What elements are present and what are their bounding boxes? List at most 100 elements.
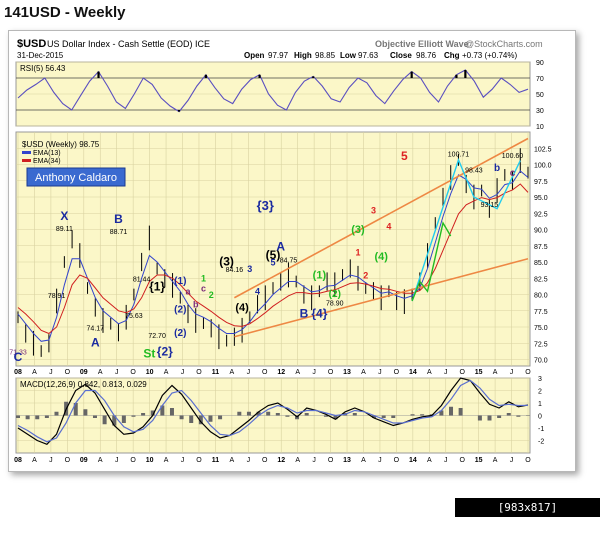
x-tick-label: A xyxy=(98,457,103,464)
low-label: Low xyxy=(340,51,357,60)
macd-y-tick: -1 xyxy=(538,426,544,433)
x-tick-label: A xyxy=(427,457,432,464)
wave-label: {1} xyxy=(149,280,165,294)
x-tick-label: 11 xyxy=(212,457,220,464)
wave-label: 84.75 xyxy=(280,258,298,265)
x-tick-label: O xyxy=(525,457,531,464)
wave-label: 3 xyxy=(247,264,252,274)
macd-histogram-bar xyxy=(391,416,395,419)
x-tick-label: J xyxy=(378,369,382,376)
macd-title: MACD(12,26,9) 0.842, 0.813, 0.029 xyxy=(20,380,147,389)
macd-histogram-bar xyxy=(26,416,30,420)
price-y-tick: 72.5 xyxy=(534,341,548,348)
wave-label: 4 xyxy=(386,222,391,232)
wave-label: {4} xyxy=(311,306,327,320)
x-tick-label: 09 xyxy=(80,457,88,464)
x-tick-label: J xyxy=(510,457,514,464)
x-tick-label: O xyxy=(328,457,334,464)
chart-date: 31-Dec-2015 xyxy=(17,51,64,60)
price-y-tick: 90.0 xyxy=(534,228,548,235)
high-label: High xyxy=(294,51,312,60)
macd-histogram-bar xyxy=(218,416,222,420)
x-tick-label: O xyxy=(196,457,202,464)
chg-value: +0.73 (+0.74%) xyxy=(462,51,517,60)
macd-histogram-bar xyxy=(45,416,49,419)
x-tick-label: 11 xyxy=(212,369,220,376)
x-tick-label: J xyxy=(115,369,119,376)
x-tick-label: A xyxy=(230,457,235,464)
x-tick-label: 13 xyxy=(343,369,351,376)
macd-histogram-bar xyxy=(93,416,97,419)
footer-url: [983x817] http://upic.me/ xyxy=(455,498,600,517)
low-value: 97.63 xyxy=(358,51,379,60)
x-tick-label: 08 xyxy=(14,369,22,376)
x-tick-label: J xyxy=(312,369,316,376)
price-y-tick: 80.0 xyxy=(534,293,548,300)
x-tick-label: 08 xyxy=(14,457,22,464)
price-y-tick: 100.0 xyxy=(534,163,552,170)
wave-label: {2} xyxy=(157,345,173,359)
wave-label: C xyxy=(14,350,23,364)
x-tick-label: 13 xyxy=(343,457,351,464)
x-tick-label: J xyxy=(115,457,119,464)
macd-histogram-bar xyxy=(285,416,289,417)
wave-label: 1 xyxy=(355,248,360,258)
wave-label: (4) xyxy=(235,302,249,314)
macd-histogram-bar xyxy=(497,416,501,419)
watermark-text: Objective Elliott Wave xyxy=(375,39,469,49)
price-y-tick: 95.0 xyxy=(534,195,548,202)
x-tick-label: O xyxy=(394,369,400,376)
x-tick-label: O xyxy=(262,369,268,376)
x-tick-label: A xyxy=(32,369,37,376)
x-tick-label: A xyxy=(427,369,432,376)
wave-label: 89.11 xyxy=(56,226,73,233)
macd-histogram-bar xyxy=(266,412,270,416)
open-value: 97.97 xyxy=(268,51,289,60)
chart-description: US Dollar Index - Cash Settle (EOD) ICE xyxy=(47,39,210,49)
macd-histogram-bar xyxy=(170,408,174,416)
x-tick-label: J xyxy=(510,369,514,376)
open-label: Open xyxy=(244,51,265,60)
macd-histogram-bar xyxy=(141,413,145,416)
wave-label: (2) xyxy=(174,305,186,316)
wave-label: 72.70 xyxy=(148,333,166,340)
wave-label: 78.91 xyxy=(48,293,66,300)
macd-y-tick: -2 xyxy=(538,439,544,446)
wave-label: 81.44 xyxy=(133,277,151,284)
macd-histogram-bar xyxy=(516,416,520,417)
x-tick-label: 14 xyxy=(409,457,417,464)
macd-histogram-bar xyxy=(35,416,39,420)
macd-histogram-bar xyxy=(83,409,87,415)
x-tick-label: O xyxy=(525,369,531,376)
macd-histogram-bar xyxy=(305,413,309,416)
rsi-y-tick: 70 xyxy=(536,76,544,83)
wave-label: 1 xyxy=(201,274,206,284)
x-tick-label: A xyxy=(493,457,498,464)
wave-label: b xyxy=(193,300,199,310)
wave-label: 84.16 xyxy=(226,267,244,274)
wave-label: b xyxy=(494,163,500,174)
price-y-tick: 87.5 xyxy=(534,244,548,251)
wave-label: (2) xyxy=(174,328,186,339)
source-text: @StockCharts.com xyxy=(465,39,543,49)
rsi-y-tick: 30 xyxy=(536,108,544,115)
macd-histogram-bar xyxy=(247,412,251,416)
x-tick-label: J xyxy=(312,457,316,464)
wave-label: A xyxy=(276,239,285,253)
x-tick-label: 14 xyxy=(409,369,417,376)
macd-histogram-bar xyxy=(353,413,357,416)
wave-label: {3} xyxy=(257,198,274,213)
wave-label: (1) xyxy=(313,269,327,281)
ema13-swatch xyxy=(22,151,31,154)
x-tick-label: J xyxy=(181,457,185,464)
x-tick-label: A xyxy=(493,369,498,376)
x-tick-label: A xyxy=(32,457,37,464)
price-y-tick: 85.0 xyxy=(534,260,548,267)
x-tick-label: J xyxy=(247,457,251,464)
price-y-tick: 77.5 xyxy=(534,309,548,316)
x-tick-label: O xyxy=(65,457,71,464)
x-tick-label: 12 xyxy=(277,457,285,464)
x-tick-label: O xyxy=(130,457,136,464)
x-tick-label: A xyxy=(230,369,235,376)
macd-histogram-bar xyxy=(411,414,415,415)
